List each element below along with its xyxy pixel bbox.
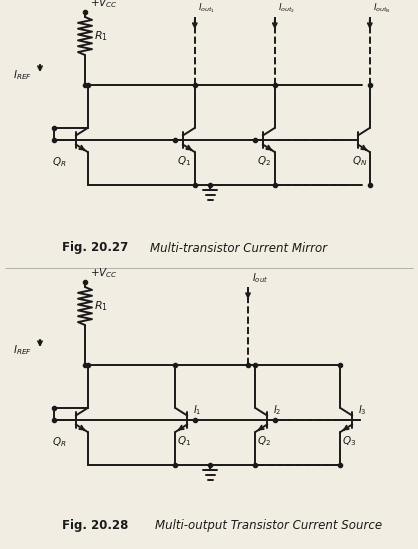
Text: $Q_R$: $Q_R$ [52, 155, 66, 169]
Text: $I_2$: $I_2$ [273, 403, 281, 417]
Text: $I_{out_1}$: $I_{out_1}$ [198, 2, 215, 15]
Text: $Q_N$: $Q_N$ [352, 154, 367, 168]
Text: $Q_1$: $Q_1$ [177, 154, 191, 168]
Text: $+V_{CC}$: $+V_{CC}$ [90, 0, 118, 10]
Text: $I_{out}$: $I_{out}$ [252, 271, 268, 285]
Text: $I_3$: $I_3$ [358, 403, 367, 417]
Text: $R_1$: $R_1$ [94, 29, 108, 43]
Text: $I_{out_2}$: $I_{out_2}$ [278, 2, 295, 15]
Text: $Q_1$: $Q_1$ [177, 434, 191, 448]
Text: $I_{REF}$: $I_{REF}$ [13, 68, 32, 82]
Text: Multi-transistor Current Mirror: Multi-transistor Current Mirror [150, 242, 327, 255]
Text: Fig. 20.27: Fig. 20.27 [62, 242, 128, 255]
Text: $Q_2$: $Q_2$ [257, 434, 271, 448]
Text: $Q_R$: $Q_R$ [52, 435, 66, 449]
Text: $I_{out_N}$: $I_{out_N}$ [373, 2, 391, 15]
Text: $Q_2$: $Q_2$ [257, 154, 271, 168]
Text: Fig. 20.28: Fig. 20.28 [62, 518, 128, 531]
Text: $I_1$: $I_1$ [193, 403, 201, 417]
Text: $+V_{CC}$: $+V_{CC}$ [90, 266, 118, 280]
Text: $I_{REF}$: $I_{REF}$ [13, 343, 32, 357]
Text: $Q_3$: $Q_3$ [342, 434, 357, 448]
Text: Multi-output Transistor Current Source: Multi-output Transistor Current Source [155, 518, 382, 531]
Text: $R_1$: $R_1$ [94, 299, 108, 313]
